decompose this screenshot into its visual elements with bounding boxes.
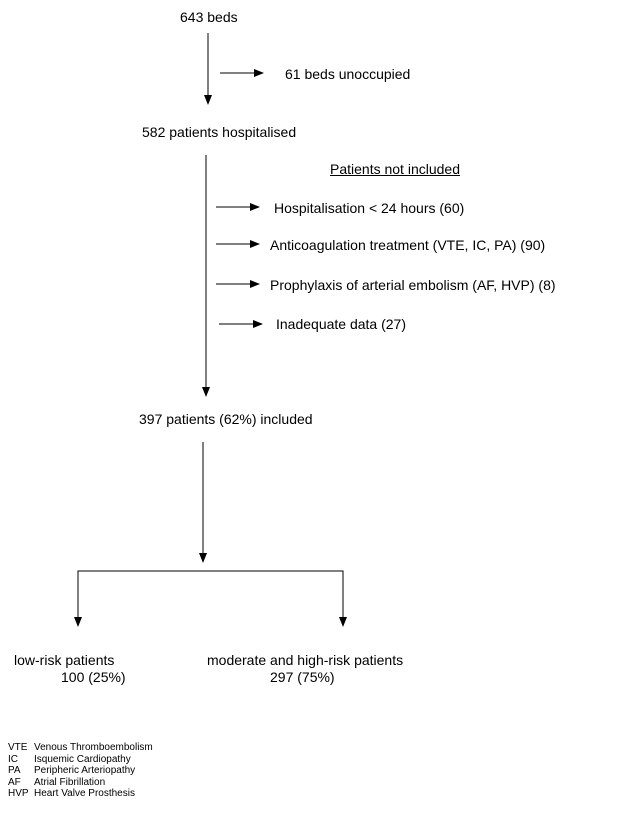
legend-row: IC Isquemic Cardiopathy — [8, 754, 153, 766]
exclusion-3: Prophylaxis of arterial embolism (AF, HV… — [270, 277, 556, 293]
legend-row: PA Peripheric Arteriopathy — [8, 765, 153, 777]
legend-text: Peripheric Arteriopathy — [34, 765, 136, 776]
node-hospitalised: 582 patients hospitalised — [142, 124, 297, 140]
node-low-risk-label: low-risk patients — [14, 652, 115, 668]
node-included: 397 patients (62%) included — [139, 411, 313, 427]
split-bracket — [77, 570, 344, 620]
legend-abbr: PA — [8, 765, 21, 776]
legend-text: Atrial Fibrillation — [34, 776, 106, 788]
node-high-risk-count: 297 (75%) — [270, 669, 335, 685]
legend-row: AF Atrial Fibrillation — [8, 777, 153, 789]
exclusion-1: Hospitalisation < 24 hours (60) — [274, 200, 465, 216]
abbreviation-legend: VTE Venous Thromboembolism IC Isquemic Car… — [8, 742, 153, 800]
legend-row: HVP Heart Valve Prosthesis — [8, 788, 153, 800]
node-low-risk-count: 100 (25%) — [61, 669, 126, 685]
not-included-header: Patients not included — [330, 161, 460, 177]
exclusion-2: Anticoagulation treatment (VTE, IC, PA) … — [270, 237, 546, 253]
node-high-risk-label: moderate and high-risk patients — [207, 652, 404, 668]
node-unoccupied: 61 beds unoccupied — [285, 66, 411, 82]
legend-abbr: IC — [8, 753, 18, 765]
legend-text: Isquemic Cardiopathy — [34, 753, 131, 765]
legend-row: VTE Venous Thromboembolism — [8, 742, 153, 754]
legend-abbr: VTE — [8, 742, 28, 753]
exclusion-4: Inadequate data (27) — [276, 316, 406, 332]
legend-abbr: HVP — [8, 788, 29, 799]
legend-abbr: AF — [8, 776, 21, 788]
legend-text: Venous Thromboembolism — [34, 742, 153, 753]
legend-text: Heart Valve Prosthesis — [34, 788, 135, 799]
node-beds: 643 beds — [180, 9, 238, 25]
